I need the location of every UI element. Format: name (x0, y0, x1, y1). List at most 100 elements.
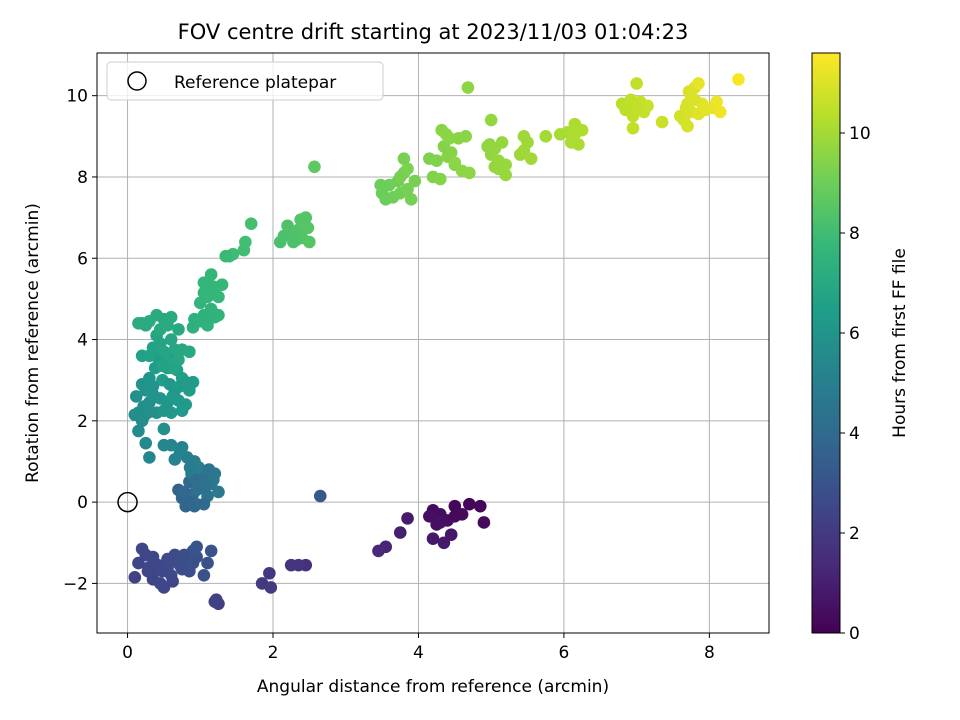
data-point (277, 229, 291, 243)
x-tick-label: 8 (704, 643, 715, 663)
data-point (444, 528, 458, 541)
legend-box (106, 61, 384, 101)
data-point (681, 119, 694, 133)
y-tick-label: 4 (77, 331, 88, 351)
data-point (655, 115, 669, 129)
data-point (163, 377, 177, 391)
data-point (484, 113, 498, 127)
x-tick-label: 0 (122, 643, 133, 663)
data-point (463, 497, 476, 511)
data-point (372, 544, 385, 558)
data-point (177, 548, 191, 562)
x-tick-label: 6 (558, 643, 569, 663)
plot-frame (96, 52, 770, 634)
data-point (430, 154, 443, 168)
data-point (619, 103, 633, 117)
data-point (197, 276, 211, 289)
data-point (139, 436, 153, 450)
data-point (199, 479, 213, 493)
data-point (408, 174, 422, 188)
data-point (448, 510, 462, 523)
data-point (219, 249, 233, 263)
data-point (492, 162, 505, 176)
data-point (161, 552, 174, 566)
data-point (393, 526, 407, 539)
data-point (244, 217, 258, 231)
data-point (151, 558, 165, 572)
data-point (630, 77, 643, 90)
y-tick-label: −2 (63, 574, 88, 594)
data-point (204, 268, 218, 281)
data-point (692, 77, 705, 90)
data-point (448, 156, 462, 170)
data-point (473, 499, 487, 513)
data-point (204, 544, 218, 558)
data-point (710, 95, 723, 109)
data-point (461, 81, 475, 94)
data-point (287, 235, 300, 249)
data-point (444, 146, 458, 159)
data-point (143, 451, 156, 464)
data-point (157, 422, 171, 436)
y-tick-label: 0 (77, 493, 88, 513)
data-point (299, 211, 313, 224)
colorbar: 0 2 4 6 8 10 Hours from first FF file (811, 52, 910, 644)
data-point (190, 540, 203, 554)
data-point (459, 130, 473, 143)
y-tick-label: 8 (77, 168, 88, 188)
x-tick-label: 2 (268, 643, 279, 663)
data-point (157, 345, 171, 359)
data-point (426, 532, 440, 546)
data-point (173, 558, 187, 572)
data-point (190, 473, 203, 487)
data-point (301, 221, 315, 235)
y-tick-label: 10 (66, 87, 88, 107)
x-axis-label: Angular distance from reference (arcmin) (257, 677, 609, 697)
data-point (539, 130, 553, 143)
data-point (401, 182, 414, 196)
data-point (129, 390, 143, 403)
data-point (263, 566, 276, 580)
data-point (157, 438, 171, 452)
data-point (630, 101, 643, 115)
data-point (202, 463, 216, 476)
data-point (183, 345, 196, 359)
data-point (264, 581, 278, 594)
data-point (401, 162, 414, 176)
data-point (641, 99, 654, 113)
data-point (141, 406, 155, 420)
data-point (157, 581, 171, 594)
data-point (374, 178, 387, 192)
data-point (177, 485, 191, 499)
colorbar-gradient (811, 52, 841, 634)
colorbar-tick-label: 4 (849, 424, 860, 444)
legend: Reference platepar (106, 61, 384, 101)
data-point (568, 127, 582, 141)
data-point (397, 152, 411, 165)
data-point (197, 497, 211, 511)
colorbar-tick-label: 6 (849, 324, 860, 344)
data-point (433, 172, 447, 186)
data-point (201, 319, 214, 332)
data-point (430, 518, 443, 531)
data-point (128, 571, 142, 584)
data-point (448, 499, 462, 513)
reference-point-group (117, 491, 138, 513)
data-point (208, 595, 222, 609)
data-points (128, 73, 745, 611)
data-point (688, 93, 702, 107)
data-point (188, 499, 201, 513)
data-point (626, 121, 640, 135)
data-point (168, 453, 182, 466)
data-point (284, 558, 298, 572)
data-point (132, 424, 145, 438)
colorbar-label: Hours from first FF file (890, 248, 910, 438)
data-point (207, 280, 220, 294)
data-point (437, 536, 451, 550)
data-point (141, 564, 155, 578)
data-point (179, 398, 193, 411)
colorbar-ticks: 0 2 4 6 8 10 (840, 124, 871, 644)
data-point (281, 219, 294, 233)
data-point (313, 489, 327, 503)
